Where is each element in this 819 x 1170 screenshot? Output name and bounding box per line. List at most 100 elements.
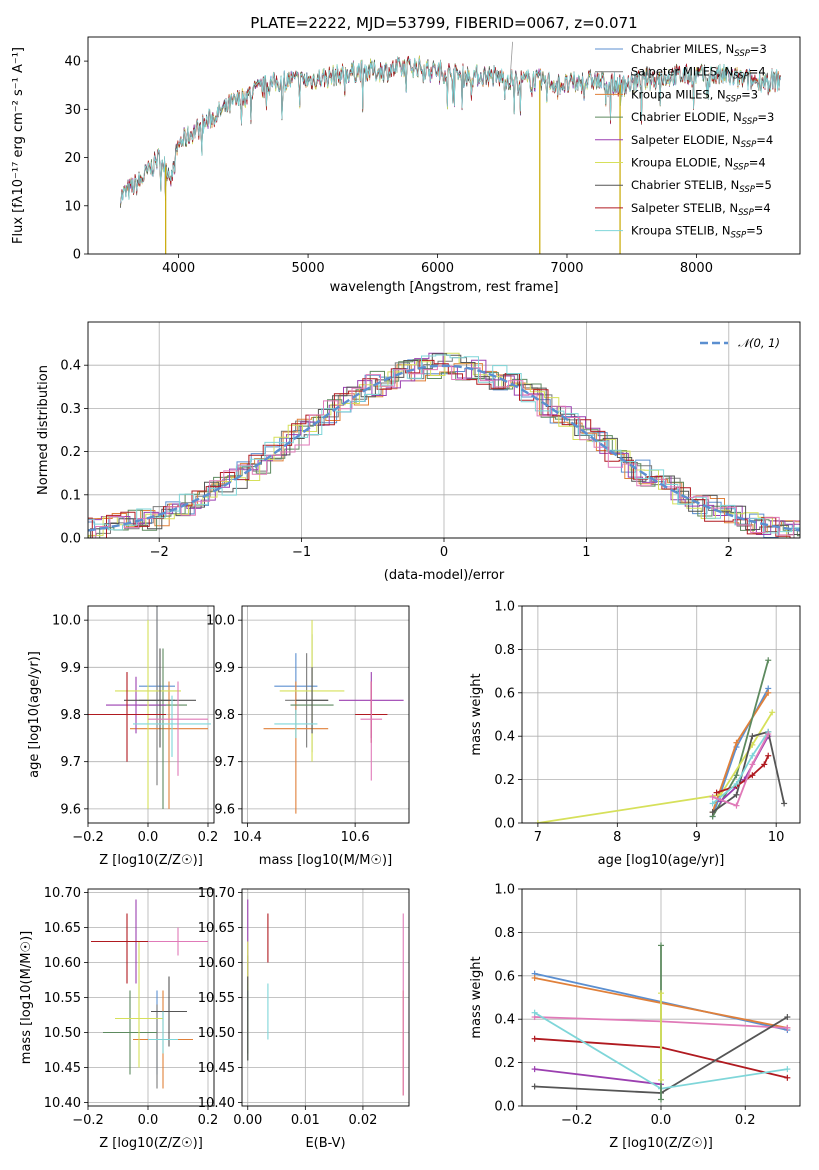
weight-vs-Z-series-marker: [531, 1083, 538, 1090]
residual-histogram-9: [88, 365, 800, 538]
weight-vs-age-series-line-7: [712, 731, 769, 805]
spectrum-xlabel: wavelength [Angstrom, rest frame]: [330, 280, 559, 295]
residuals-xtick-label: −1: [292, 545, 311, 560]
age-vs-mass-ytick-label: 10.0: [206, 614, 235, 629]
weight-vs-Z-ytick-label: 0.4: [494, 1013, 515, 1028]
legend-entry-0: Chabrier MILES, NSSP=3: [631, 42, 767, 59]
weight-vs-Z-series-marker: [531, 1035, 538, 1042]
weight-vs-age-series-marker: [733, 791, 740, 798]
mass-vs-Z-point-6: [151, 976, 187, 1047]
weight-vs-age-series-marker: [749, 772, 756, 779]
age-vs-Z-xtick-label: 0.0: [138, 830, 159, 845]
weight-vs-age-xlabel: age [log10(age/yr)]: [598, 853, 725, 868]
weight-vs-Z-series-line-4: [534, 1068, 662, 1086]
age-vs-Z-ytick-label: 9.6: [60, 802, 81, 817]
mass-vs-EBV-ytick-label: 10.65: [198, 921, 235, 936]
spectrum-ytick-label: 30: [64, 103, 81, 118]
weight-vs-Z-ytick-label: 0.0: [494, 1100, 515, 1115]
age-vs-Z-axes-frame: [87, 605, 215, 824]
weight-vs-Z-xtick-label: −0.2: [561, 1113, 593, 1128]
age-vs-Z-ytick-label: 9.8: [60, 708, 81, 723]
spectrum-ytick-label: 20: [64, 151, 81, 166]
weight-vs-age-ytick-label: 1.0: [494, 600, 515, 615]
age-vs-mass-xtick-label: 10.4: [233, 830, 262, 845]
mass-vs-EBV-xlabel: E(B-V): [305, 1136, 345, 1151]
mass-vs-Z-xtick-label: 0.0: [138, 1113, 159, 1128]
weight-vs-age-ytick-label: 0.8: [494, 643, 515, 658]
residuals-ytick-label: 0.4: [60, 359, 81, 374]
spectrum-ytick-label: 10: [64, 199, 81, 214]
weight-vs-age-series-marker: [733, 739, 740, 746]
mass-vs-EBV-ytick-label: 10.55: [198, 991, 235, 1006]
spectrum-series-line-8: [120, 57, 781, 204]
weight-vs-age-ytick-label: 0.2: [494, 773, 515, 788]
mass-vs-EBV-xtick-label: 0.00: [233, 1113, 262, 1128]
age-vs-Z-point-8: [133, 695, 211, 757]
weight-vs-age-series-marker: [769, 709, 776, 716]
mass-vs-Z-ytick-label: 10.55: [44, 991, 81, 1006]
weight-vs-Z-series-marker: [658, 1076, 664, 1083]
mass-vs-EBV-ytick-label: 10.60: [198, 956, 235, 971]
mass-vs-EBV-ytick-label: 10.50: [198, 1026, 235, 1041]
weight-vs-Z-ylabel: mass weight: [469, 956, 484, 1038]
legend-entry-8: Kroupa STELIB, NSSP=5: [631, 224, 763, 241]
residual-histogram-6: [88, 353, 800, 538]
weight-vs-age-axes-frame: [521, 605, 801, 824]
mass-vs-Z-ytick-label: 10.70: [44, 886, 81, 901]
age-vs-Z-ytick-label: 9.7: [60, 755, 81, 770]
weight-vs-Z-ytick-label: 0.2: [494, 1056, 515, 1071]
weight-vs-Z-ytick-label: 0.6: [494, 969, 515, 984]
weight-vs-Z-series-marker: [784, 1066, 791, 1073]
spectrum-ytick-label: 0: [73, 248, 81, 263]
residuals-ytick-label: 0.1: [60, 488, 81, 503]
residuals-xtick-label: 2: [725, 545, 733, 560]
mass-vs-Z-ylabel: mass [log10(M/M☉)]: [19, 931, 34, 1064]
age-vs-Z-point-2: [130, 681, 208, 809]
mass-vs-EBV-xtick-label: 0.01: [291, 1113, 320, 1128]
spectrum-xtick-label: 6000: [421, 261, 454, 276]
age-vs-mass-point-6: [295, 667, 329, 734]
legend-entry-5: Kroupa ELODIE, NSSP=4: [631, 156, 766, 173]
weight-vs-Z-series-marker: [784, 1014, 791, 1021]
age-vs-Z-ylabel: age [log10(age/yr)]: [27, 651, 42, 778]
legend-entry-7: Salpeter STELIB, NSSP=4: [631, 201, 771, 218]
residuals-xtick-label: −2: [150, 545, 169, 560]
spectrum-panel: [84, 60, 697, 258]
age-vs-mass-ytick-label: 9.9: [214, 661, 235, 676]
residuals-legend-label: 𝒩(0, 1): [738, 336, 780, 350]
weight-vs-Z-series-marker: [531, 1009, 538, 1016]
weight-vs-age-series-marker: [765, 689, 772, 696]
weight-vs-age-series-marker: [733, 772, 740, 779]
weight-vs-Z-series-marker: [658, 1096, 664, 1103]
mass-vs-Z-ytick-label: 10.50: [44, 1026, 81, 1041]
spectrum-xtick-label: 5000: [292, 261, 325, 276]
spectrum-xtick-label: 8000: [680, 261, 713, 276]
residuals-ytick-label: 0.2: [60, 445, 81, 460]
residuals-xtick-label: 1: [582, 545, 590, 560]
legend-entry-3: Chabrier ELODIE, NSSP=3: [631, 110, 774, 127]
normal-reference-curve: [88, 364, 800, 532]
weight-vs-age-series-marker: [765, 752, 772, 759]
legend-entry-4: Salpeter ELODIE, NSSP=4: [631, 133, 773, 150]
mass-vs-Z-xtick-label: −0.2: [72, 1113, 104, 1128]
mass-vs-Z-panel: [84, 889, 214, 1110]
age-vs-Z-ytick-label: 10.0: [52, 614, 81, 629]
mass-vs-Z-ytick-label: 10.60: [44, 956, 81, 971]
weight-vs-Z-axes-frame: [521, 888, 801, 1107]
age-vs-mass-xlabel: mass [log10(M/M☉)]: [259, 853, 392, 868]
weight-vs-age-series-line-8: [712, 733, 769, 807]
age-vs-Z-xtick-label: 0.2: [198, 830, 219, 845]
residual-histogram-2: [88, 363, 800, 534]
age-vs-mass-ytick-label: 9.7: [214, 755, 235, 770]
mass-vs-EBV-ytick-label: 10.70: [198, 886, 235, 901]
weight-vs-Z-series-marker: [784, 1074, 791, 1081]
age-vs-Z-point-6: [124, 648, 196, 748]
weight-vs-age-xtick-label: 9: [693, 830, 701, 845]
weight-vs-Z-series-marker: [531, 1066, 538, 1073]
legend-entry-1: Salpeter MILES, NSSP=4: [631, 65, 766, 82]
residuals-xtick-label: 0: [440, 545, 448, 560]
weight-vs-age-series-marker: [709, 809, 716, 816]
weight-vs-age-series-marker: [534, 820, 541, 823]
weight-vs-age-series-marker: [749, 761, 756, 768]
age-vs-Z-xtick-label: −0.2: [72, 830, 104, 845]
